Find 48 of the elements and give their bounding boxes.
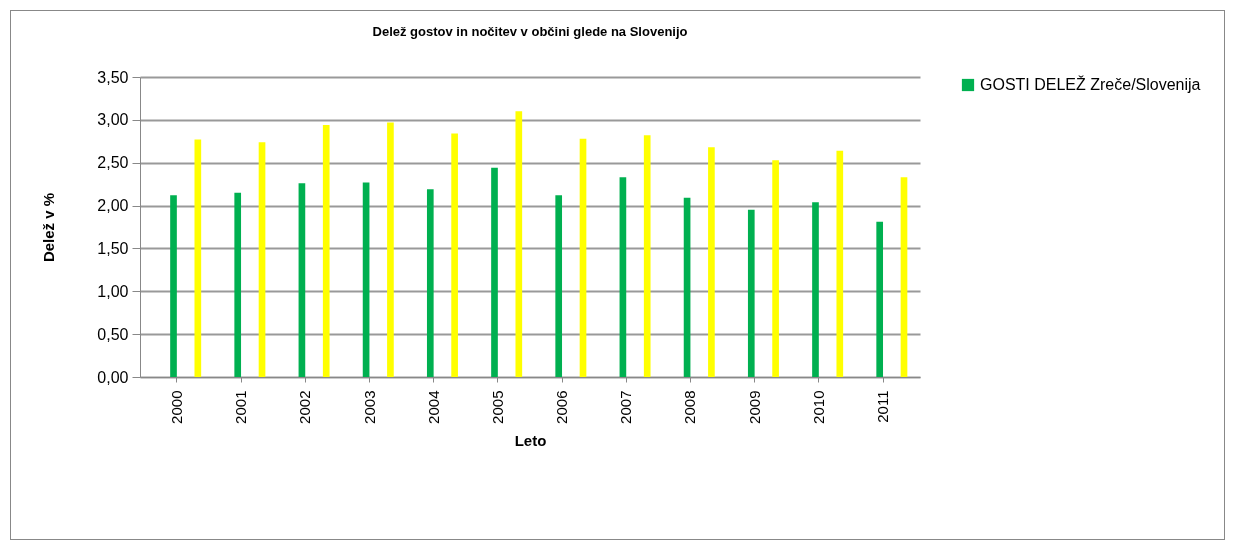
bar bbox=[515, 111, 523, 377]
bar bbox=[643, 135, 651, 377]
x-tick-label: 2005 bbox=[488, 390, 506, 424]
bar bbox=[322, 125, 330, 377]
y-tick-label: 3,00 bbox=[97, 111, 129, 129]
x-axis-title: Leto bbox=[514, 431, 547, 449]
x-tick-label: 2000 bbox=[167, 390, 185, 424]
x-tick-label: 2001 bbox=[232, 390, 250, 424]
chart-title: Delež gostov in nočitev v občini glede na Slovenijo bbox=[372, 24, 688, 39]
x-tick-label: 2007 bbox=[617, 390, 635, 424]
legend-label: GOSTI DELEŽ Zreče/Slovenija bbox=[980, 75, 1201, 93]
bar bbox=[491, 167, 498, 377]
bar bbox=[426, 189, 434, 377]
x-tick-label: 2010 bbox=[809, 390, 827, 424]
bar bbox=[708, 147, 715, 377]
y-tick-label: 0,00 bbox=[97, 368, 129, 386]
x-tick-label: 2006 bbox=[553, 390, 571, 424]
x-tick-label: 2009 bbox=[745, 390, 763, 424]
y-tick-label: 3,50 bbox=[97, 68, 129, 86]
x-tick-label: 2002 bbox=[296, 390, 314, 424]
bar bbox=[876, 221, 884, 377]
bar bbox=[194, 139, 202, 377]
bar bbox=[772, 160, 779, 377]
bar bbox=[683, 197, 691, 377]
y-tick-label: 1,00 bbox=[97, 282, 129, 300]
y-tick-label: 1,50 bbox=[97, 239, 129, 257]
bar bbox=[619, 177, 627, 377]
bar bbox=[555, 195, 563, 377]
bar bbox=[451, 133, 458, 377]
bar bbox=[170, 195, 177, 377]
y-tick-label: 2,50 bbox=[97, 154, 129, 172]
x-tick-label: 2004 bbox=[424, 390, 442, 424]
y-tick-label: 2,00 bbox=[97, 197, 129, 215]
bar bbox=[836, 150, 844, 377]
bar bbox=[812, 202, 819, 377]
bar bbox=[234, 192, 242, 377]
x-tick-label: 2011 bbox=[874, 390, 892, 423]
x-tick-label: 2008 bbox=[681, 390, 699, 424]
bar bbox=[387, 122, 394, 377]
x-tick-label: 2003 bbox=[360, 390, 378, 424]
bar bbox=[900, 177, 908, 377]
bar bbox=[579, 138, 587, 377]
bar bbox=[258, 142, 266, 377]
y-axis-title: Delež v % bbox=[40, 192, 58, 263]
bar bbox=[747, 209, 755, 377]
y-tick-label: 0,50 bbox=[97, 325, 129, 343]
bar bbox=[362, 182, 370, 377]
bar bbox=[298, 183, 306, 377]
